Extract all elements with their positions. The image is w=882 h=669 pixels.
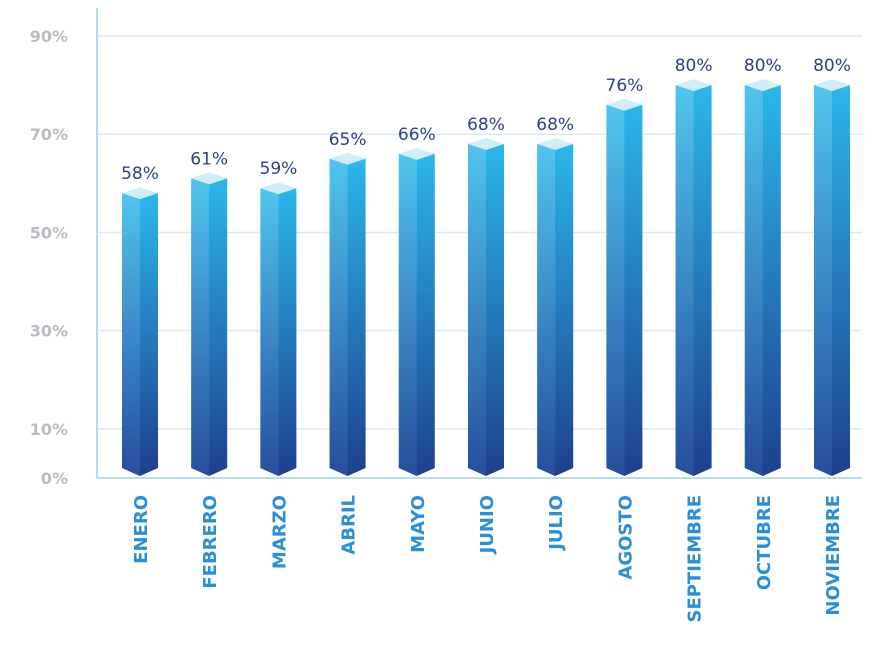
- bar: [329, 152, 366, 476]
- bar-value-label: 59%: [260, 159, 298, 179]
- bar-cap: [398, 147, 435, 160]
- x-axis-category-labels: ENERO FEBRERO MARZO ABRIL MAYO JUNIO JULIO AGOS…: [131, 495, 844, 623]
- bar-side: [537, 144, 556, 477]
- bar-value-label: 76%: [606, 76, 644, 96]
- x-category-label: MARZO: [269, 495, 290, 569]
- bar-cap: [260, 182, 297, 195]
- bar-cap: [329, 152, 366, 165]
- bar-cap: [744, 79, 781, 92]
- x-category-label: MAYO: [408, 495, 429, 553]
- bar-side: [675, 85, 694, 476]
- bar-cap: [814, 79, 850, 92]
- bar: [675, 79, 712, 476]
- bar: [744, 79, 781, 476]
- x-category-label: NOVIEMBRE: [823, 495, 844, 616]
- y-tick-label: 30%: [30, 322, 68, 341]
- y-tick-label: 50%: [30, 223, 68, 242]
- bar-side: [260, 188, 279, 476]
- bar-value-label: 66%: [398, 125, 436, 145]
- x-category-label: AGOSTO: [615, 495, 636, 580]
- y-tick-label: 90%: [30, 27, 68, 46]
- x-category-label: OCTUBRE: [754, 495, 775, 590]
- bar-value-label: 80%: [744, 56, 782, 76]
- y-tick-label: 0%: [41, 469, 68, 488]
- x-category-label: JUNIO: [477, 495, 498, 555]
- bar-cap: [122, 187, 158, 200]
- bar: [260, 182, 297, 476]
- bar-cap: [191, 172, 228, 185]
- bar-side: [329, 158, 348, 476]
- bar-value-label: 80%: [813, 56, 851, 76]
- y-axis-tick-labels: 0% 10% 30% 50% 70% 90%: [30, 27, 68, 488]
- x-category-label: ABRIL: [339, 495, 360, 555]
- bar-cap: [537, 138, 574, 151]
- bar-value-label: 68%: [536, 115, 574, 135]
- bar-side: [398, 153, 417, 476]
- bar-side: [468, 144, 486, 477]
- bar: [398, 147, 435, 476]
- y-tick-label: 10%: [30, 420, 68, 439]
- x-category-label: ENERO: [131, 495, 152, 564]
- bar-value-label: 65%: [329, 130, 367, 150]
- bar-side: [744, 85, 763, 476]
- y-tick-label: 70%: [30, 125, 68, 144]
- bar-value-label: 80%: [675, 56, 713, 76]
- bar-value-label: 61%: [190, 149, 228, 169]
- bar-cap: [468, 138, 504, 151]
- bar: [122, 187, 158, 476]
- value-labels: 58% 61% 59% 65% 66% 68% 68% 76% 80% 80% 80%: [121, 56, 851, 184]
- bar-side: [814, 85, 832, 476]
- bar-side: [122, 193, 140, 476]
- bar-side: [606, 104, 625, 476]
- bar: [191, 172, 228, 476]
- x-category-label: FEBRERO: [200, 495, 221, 589]
- bar-cap: [675, 79, 712, 92]
- bar-side: [191, 178, 210, 476]
- bar-value-label: 68%: [467, 115, 505, 135]
- bar: [468, 138, 504, 477]
- bar: [537, 138, 574, 477]
- axes: [96, 8, 862, 479]
- x-category-label: JULIO: [546, 495, 567, 552]
- bar-value-label: 58%: [121, 164, 159, 184]
- bar-cap: [606, 98, 643, 111]
- x-category-label: SEPTIEMBRE: [685, 495, 706, 623]
- bar: [606, 98, 643, 476]
- bars: [122, 79, 850, 477]
- bar: [814, 79, 850, 476]
